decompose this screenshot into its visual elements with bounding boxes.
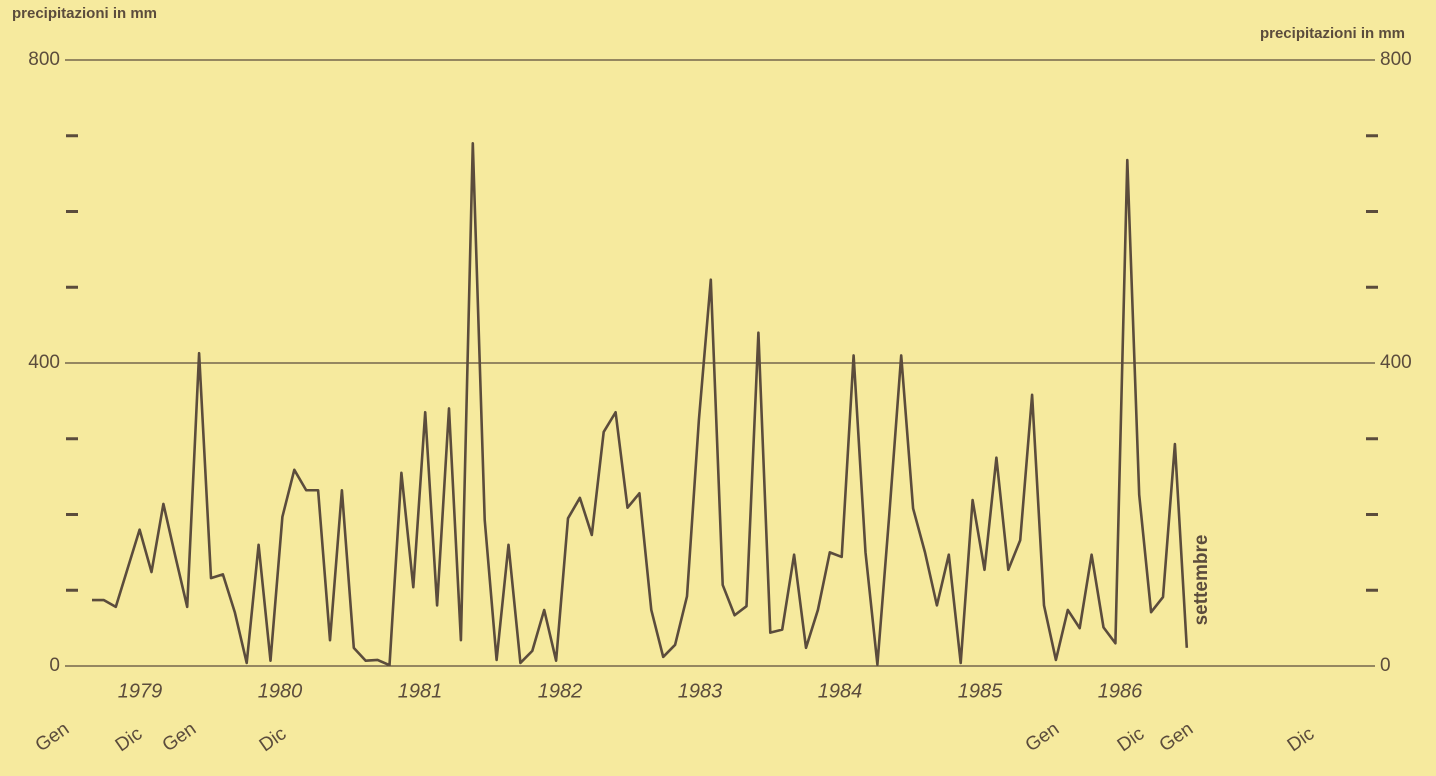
year-label: 1983 bbox=[678, 680, 723, 702]
y2-axis-title: precipitazioni in mm bbox=[1260, 25, 1405, 42]
y-axis-title: precipitazioni in mm bbox=[12, 5, 157, 22]
y-tick-label: 400 bbox=[28, 352, 60, 373]
y2-tick-label: 0 bbox=[1380, 655, 1391, 676]
year-label: 1984 bbox=[818, 680, 863, 702]
year-label: 1980 bbox=[258, 680, 303, 702]
y2-tick-label: 800 bbox=[1380, 49, 1412, 70]
annotation: settembre bbox=[1191, 535, 1212, 626]
y-tick-label: 800 bbox=[28, 49, 60, 70]
year-label: 1986 bbox=[1098, 680, 1143, 702]
y-tick-label: 0 bbox=[49, 655, 60, 676]
year-label: 1979 bbox=[118, 680, 163, 702]
year-label: 1981 bbox=[398, 680, 443, 702]
y2-tick-label: 400 bbox=[1380, 352, 1412, 373]
year-label: 1985 bbox=[958, 680, 1003, 702]
data-line bbox=[92, 142, 1189, 667]
year-label: 1982 bbox=[538, 680, 583, 702]
